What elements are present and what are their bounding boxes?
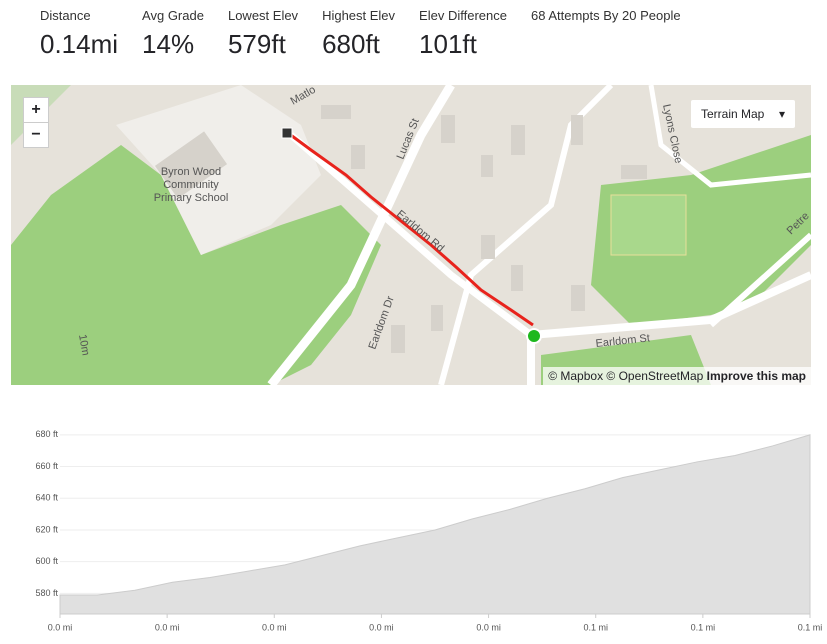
stat-label: Distance	[40, 8, 91, 23]
map[interactable]: Byron Wood Community Primary School Earl…	[11, 85, 811, 385]
stat: 68 Attempts By 20 People	[531, 8, 681, 60]
stat: Lowest Elev 579ft	[228, 8, 298, 60]
stat: Elev Difference 101ft	[419, 8, 507, 60]
zoom-in[interactable]: +	[23, 97, 49, 123]
stat-label: Highest Elev	[322, 8, 396, 23]
layer-label: Terrain Map	[701, 107, 765, 121]
zoom-out[interactable]: −	[23, 122, 49, 148]
x-tick-label: 0.0 mi	[369, 622, 394, 632]
stats-bar: Distance 0.14mi Avg Grade 14% Lowest Elev 579…	[40, 8, 705, 60]
stat-label: Avg Grade	[142, 8, 204, 23]
map-label: Primary School	[154, 192, 229, 204]
stat-label: 68 Attempts By 20 People	[530, 8, 681, 23]
map-label: Byron Wood	[161, 166, 221, 178]
y-tick-label: 660 ft	[35, 461, 58, 471]
map-label: 10m	[76, 333, 92, 356]
improve-link[interactable]: Improve this map	[706, 369, 806, 383]
stat-value: 14%	[142, 29, 195, 59]
y-tick-label: 640 ft	[35, 493, 58, 503]
layer-dropdown[interactable]: Terrain Map ▾	[691, 100, 795, 128]
y-tick-label: 620 ft	[35, 524, 58, 534]
elevation-area	[59, 434, 811, 615]
stat-label: Lowest Elev	[227, 8, 299, 23]
x-tick-label: 0.1 mi	[798, 622, 823, 632]
x-tick-label: 0.1 mi	[583, 622, 608, 632]
y-tick-label: 680 ft	[35, 429, 58, 439]
stat: Highest Elev 680ft	[322, 8, 395, 60]
x-tick-label: 0.0 mi	[262, 622, 287, 632]
x-tick-label: 0.0 mi	[48, 622, 73, 632]
x-tick-label: 0.1 mi	[691, 622, 716, 632]
x-tick-label: 0.0 mi	[476, 622, 501, 632]
elevation-chart: 580 ft 600 ft 620 ft 640 ft 660 ft 680 ft 0.0 …	[35, 429, 823, 632]
map-label: Earldom St	[595, 332, 650, 350]
stat-value: 680ft	[322, 29, 380, 59]
attribution-text: © Mapbox © OpenStreetMap	[548, 369, 704, 383]
dropdown-arrow: ▾	[778, 107, 785, 121]
map-label: Community	[163, 179, 219, 191]
stat: Avg Grade 14%	[142, 8, 204, 60]
stat-value: 0.14mi	[40, 29, 119, 59]
attribution: © Mapbox © OpenStreetMap Improve this ma…	[543, 367, 811, 385]
stat-value: 579ft	[227, 29, 286, 59]
y-tick-label: 580 ft	[35, 588, 58, 598]
stat: Distance 0.14mi	[40, 8, 118, 60]
y-tick-label: 600 ft	[35, 556, 58, 566]
stat-label: Elev Difference	[419, 8, 507, 23]
x-tick-label: 0.0 mi	[155, 622, 180, 632]
map-canvas: Byron Wood Community Primary School Earl…	[11, 85, 811, 385]
stat-value: 101ft	[419, 29, 477, 59]
